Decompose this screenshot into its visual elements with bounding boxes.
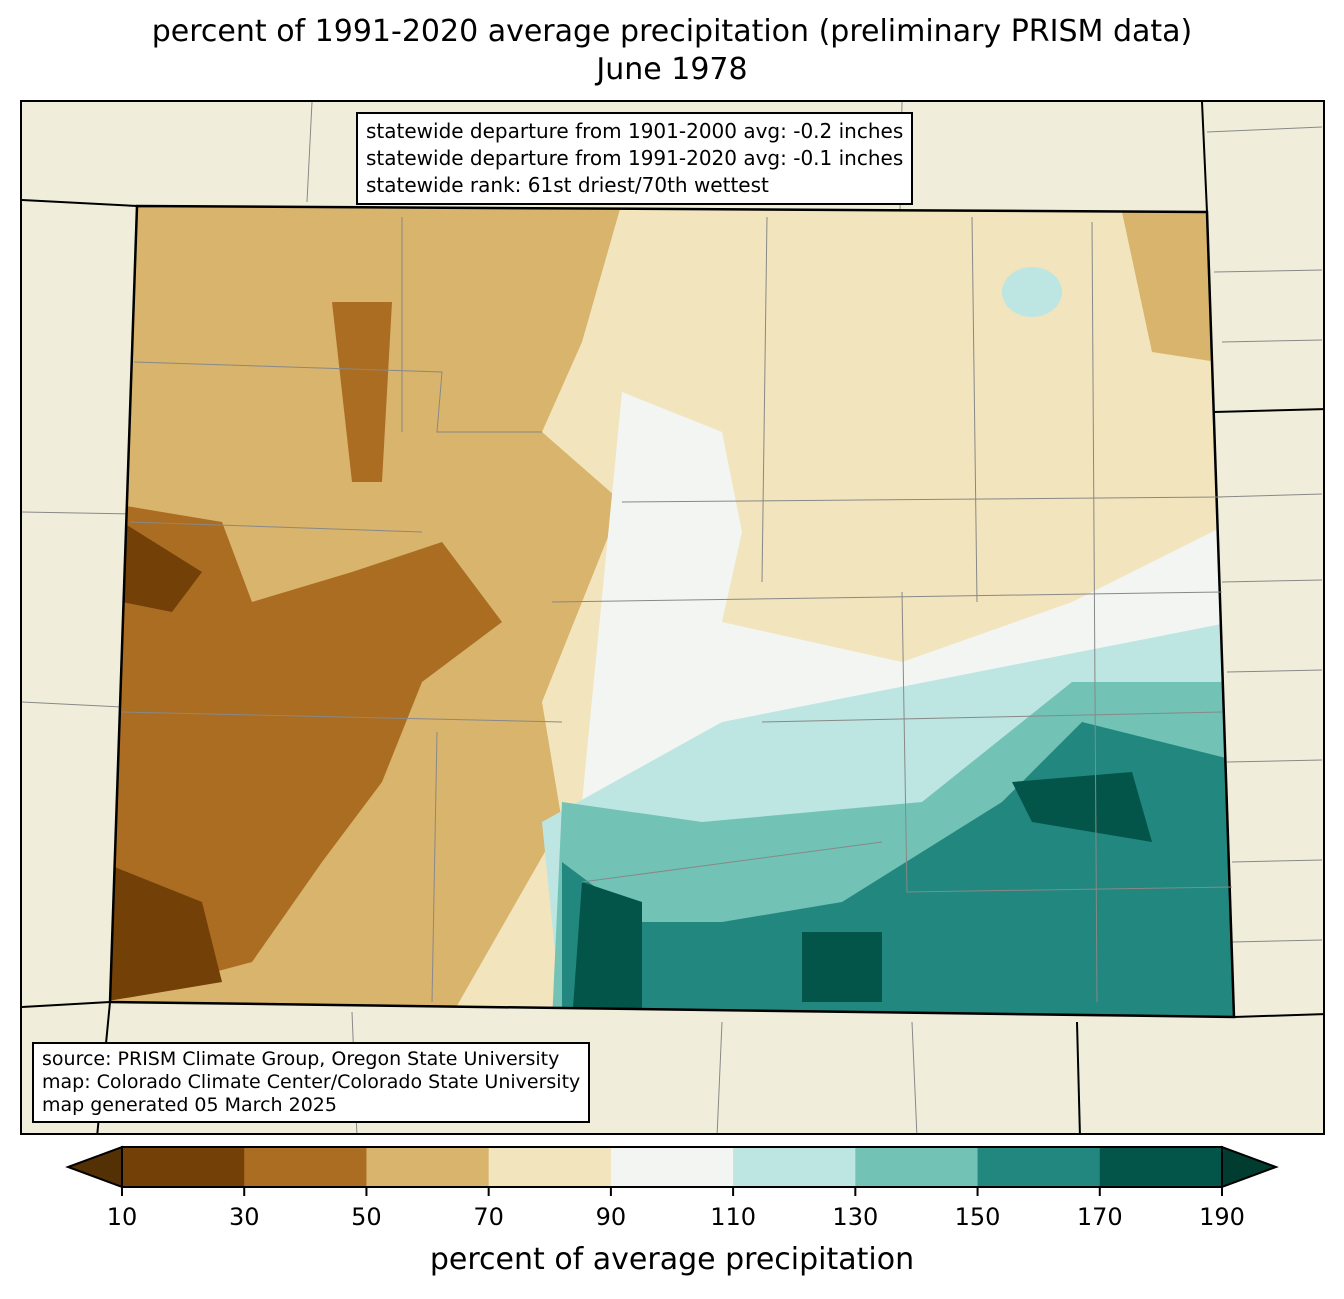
credit-generated: map generated 05 March 2025	[42, 1094, 337, 1116]
stat-departure-1901-2000: statewide departure from 1901-2000 avg: …	[366, 119, 904, 143]
colorbar-swatch	[610, 1147, 734, 1187]
colorbar-swatch	[1099, 1147, 1223, 1187]
figure-subtitle: June 1978	[596, 52, 748, 87]
colorbar-tick-label: 130	[832, 1203, 879, 1231]
colorbar-label: percent of average precipitation	[429, 1242, 915, 1277]
colorbar-swatch	[855, 1147, 979, 1187]
colorbar-over-arrow	[1221, 1145, 1279, 1189]
colorbar-under-arrow	[65, 1145, 123, 1189]
figure-title: percent of 1991-2020 average precipitati…	[151, 14, 1193, 49]
colorbar-tick-label: 70	[473, 1203, 504, 1231]
colorbar-tick-label: 170	[1076, 1203, 1123, 1231]
credit-map: map: Colorado Climate Center/Colorado St…	[42, 1071, 581, 1093]
neighbor-state-lines	[22, 102, 1323, 1133]
colorbar-tick-label: 110	[710, 1203, 757, 1231]
colorbar-swatch	[244, 1147, 367, 1187]
colorbar-tick-label: 30	[228, 1203, 260, 1231]
colorbar-tick-label: 190	[1199, 1203, 1245, 1231]
colorbar-tick-label: 90	[595, 1203, 627, 1231]
precip-field	[110, 206, 1234, 1017]
colorbar-tick-label: 150	[954, 1203, 1001, 1231]
stat-rank: statewide rank: 61st driest/70th wettest	[366, 173, 769, 197]
colorbar-tick-label: 50	[351, 1203, 382, 1231]
colorbar-swatch	[977, 1147, 1101, 1187]
colorbar-swatch	[733, 1147, 856, 1187]
colorbar-frame	[121, 1146, 1223, 1188]
colorbar-tick-label: 10	[106, 1203, 138, 1231]
colorbar	[65, 1145, 1279, 1196]
credit-source: source: PRISM Climate Group, Oregon Stat…	[42, 1048, 560, 1070]
colorbar-swatch	[122, 1147, 245, 1187]
colorbar-swatch	[488, 1147, 612, 1187]
statewide-stats-box: statewide departure from 1901-2000 avg: …	[356, 112, 914, 205]
colorado-precip-map: statewide departure from 1901-2000 avg: …	[20, 100, 1325, 1135]
colorbar-swatch	[366, 1147, 490, 1187]
stat-departure-1991-2020: statewide departure from 1991-2020 avg: …	[366, 146, 904, 170]
credits-box: source: PRISM Climate Group, Oregon Stat…	[32, 1042, 591, 1123]
map-canvas	[22, 102, 1323, 1133]
county-lines	[121, 216, 1233, 1003]
